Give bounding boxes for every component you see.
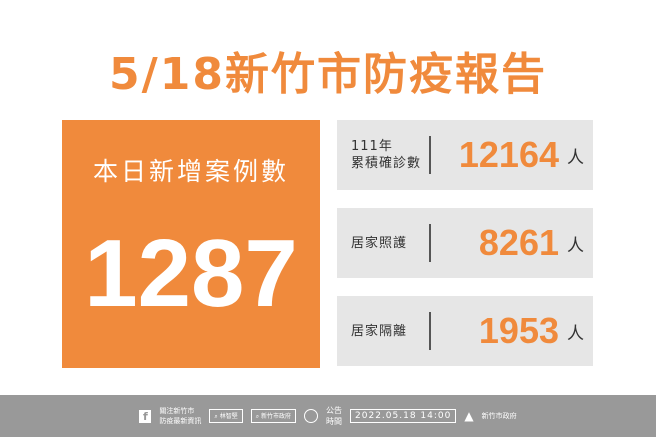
- follow-text: 關注新竹市: [159, 407, 195, 415]
- follow-text-2: 防疫最新資訊: [159, 417, 202, 425]
- stat-value: 12164: [458, 134, 559, 175]
- announce-datetime: 2022.05.18 14:00: [350, 409, 457, 423]
- org-name: 新竹市政府: [481, 412, 517, 420]
- announce-label-2: 時間: [326, 417, 343, 426]
- search-text: 林智堅: [219, 413, 238, 420]
- city-emblem-icon: ▲: [464, 409, 474, 423]
- announce-label: 公告: [326, 406, 343, 415]
- stat-home-care: 居家照護 8261 人: [337, 208, 593, 278]
- today-cases-card: 本日新增案例數 1287: [62, 120, 320, 368]
- stat-cumulative: 111年累積確診數 12164 人: [337, 120, 593, 190]
- footer: f 關注新竹市防疫最新資訊 ⌕ 林智堅 ⌕ 新竹市政府 公告時間 2022.05…: [0, 395, 656, 437]
- search-text: 新竹市政府: [261, 413, 292, 420]
- facebook-icon: f: [139, 409, 152, 423]
- today-cases-value: 1287: [84, 220, 298, 327]
- search-box-1: ⌕ 林智堅: [209, 409, 243, 423]
- stat-label-line1: 111年: [351, 139, 393, 154]
- stat-unit: 人: [567, 235, 584, 256]
- stat-unit: 人: [567, 147, 584, 168]
- search-box-2: ⌕ 新竹市政府: [250, 409, 297, 423]
- stat-value: 1953: [478, 310, 559, 351]
- stat-label: 居家隔離: [351, 323, 408, 339]
- divider: [429, 312, 431, 350]
- stat-label: 居家照護: [351, 235, 408, 251]
- stat-label: 累積確診數: [351, 156, 422, 171]
- today-cases-label: 本日新增案例數: [92, 157, 289, 186]
- stat-value: 8261: [478, 222, 559, 263]
- divider: [429, 136, 431, 174]
- clock-icon: [304, 409, 319, 423]
- stat-unit: 人: [567, 323, 584, 344]
- stat-home-isolation: 居家隔離 1953 人: [337, 296, 593, 366]
- page-title: 5/18新竹市防疫報告: [109, 49, 547, 100]
- divider: [429, 224, 431, 262]
